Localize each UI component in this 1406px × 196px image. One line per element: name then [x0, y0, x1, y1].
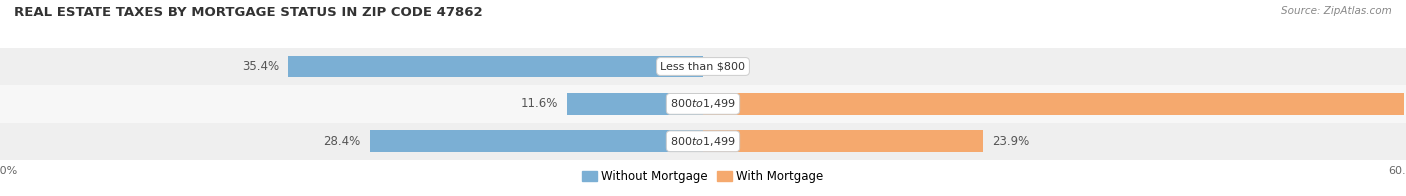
Text: Less than $800: Less than $800 — [661, 62, 745, 72]
Legend: Without Mortgage, With Mortgage: Without Mortgage, With Mortgage — [578, 166, 828, 188]
Text: 35.4%: 35.4% — [242, 60, 278, 73]
Text: 0.0%: 0.0% — [713, 60, 742, 73]
Bar — [288, 56, 703, 77]
Text: $800 to $1,499: $800 to $1,499 — [671, 135, 735, 148]
Bar — [0, 85, 1406, 122]
Text: $800 to $1,499: $800 to $1,499 — [671, 97, 735, 110]
Bar — [703, 130, 983, 152]
Bar — [0, 48, 1406, 85]
Text: 11.6%: 11.6% — [520, 97, 558, 110]
Bar — [370, 130, 703, 152]
Bar — [703, 93, 1403, 115]
Text: Source: ZipAtlas.com: Source: ZipAtlas.com — [1281, 6, 1392, 16]
Text: 28.4%: 28.4% — [323, 135, 361, 148]
Bar — [0, 122, 1406, 160]
Bar — [567, 93, 703, 115]
Text: REAL ESTATE TAXES BY MORTGAGE STATUS IN ZIP CODE 47862: REAL ESTATE TAXES BY MORTGAGE STATUS IN … — [14, 6, 482, 19]
Text: 23.9%: 23.9% — [993, 135, 1029, 148]
